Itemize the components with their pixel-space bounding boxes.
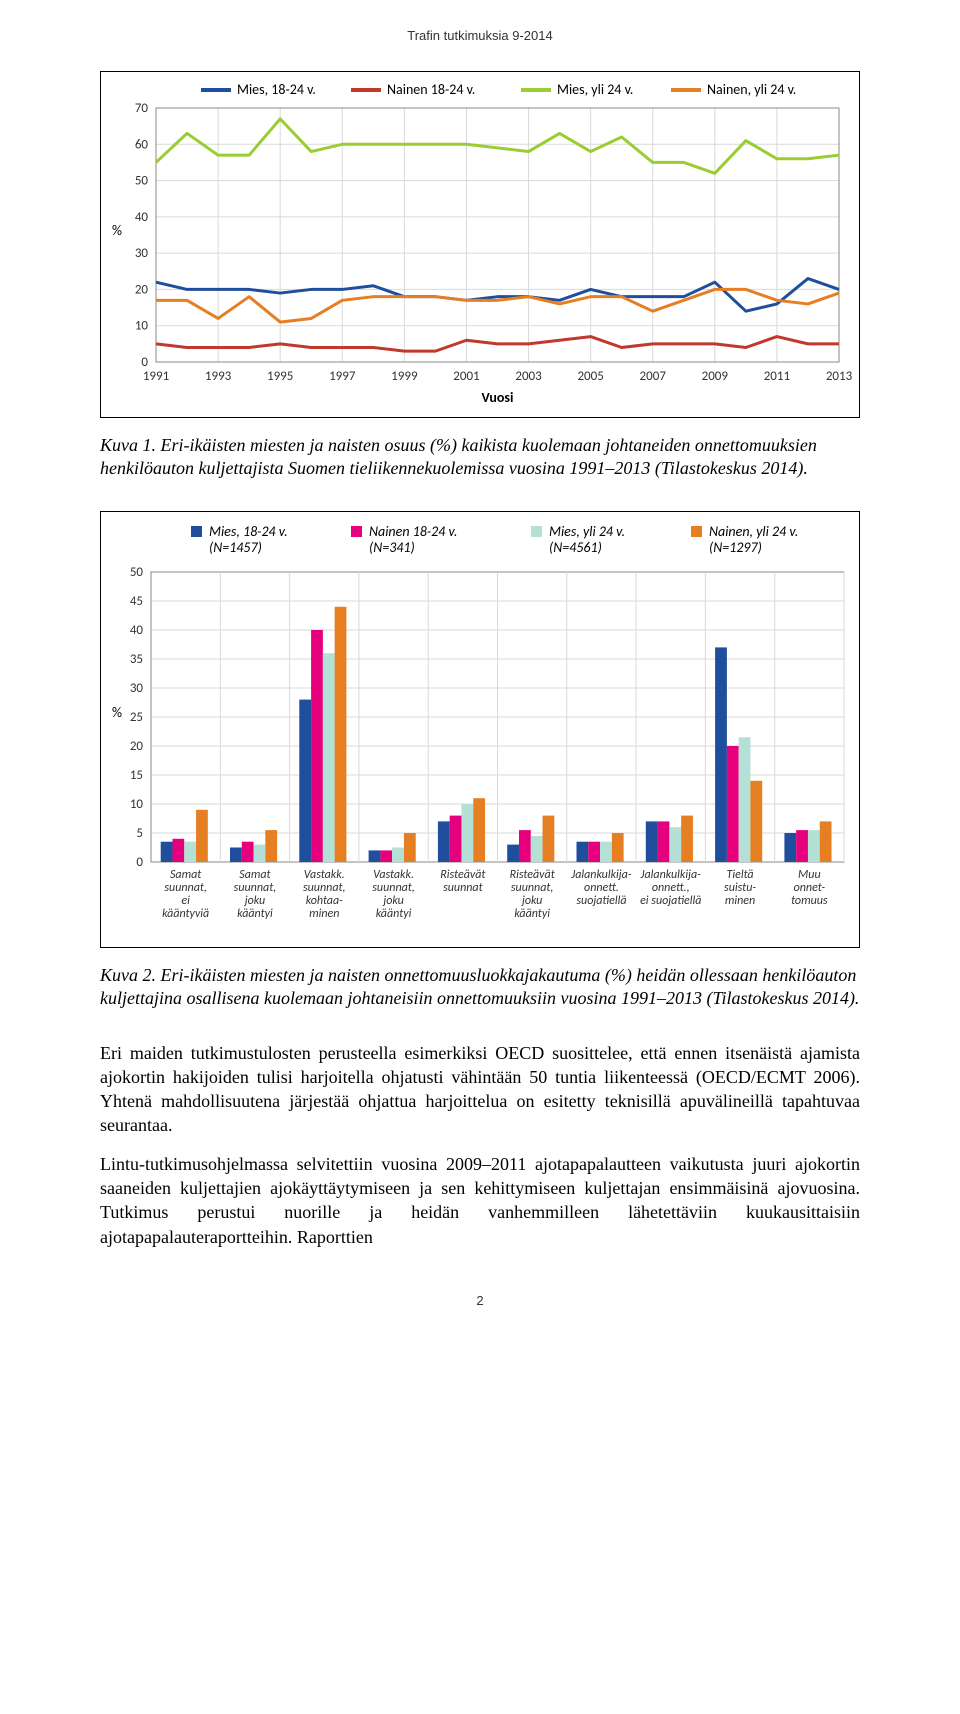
svg-text:Vastakk.: Vastakk.	[373, 868, 414, 882]
svg-text:Nainen 18-24 v.: Nainen 18-24 v.	[369, 523, 457, 540]
svg-text:%: %	[112, 222, 122, 239]
svg-text:0: 0	[136, 855, 143, 870]
svg-text:1995: 1995	[267, 369, 293, 384]
svg-text:Samat: Samat	[239, 868, 271, 882]
svg-text:20: 20	[135, 282, 149, 297]
svg-text:onnet-: onnet-	[794, 881, 826, 895]
svg-text:30: 30	[135, 246, 149, 261]
svg-text:(N=341): (N=341)	[369, 539, 415, 556]
svg-text:suistu-: suistu-	[724, 881, 756, 895]
svg-text:50: 50	[130, 565, 144, 580]
svg-text:10: 10	[135, 319, 149, 334]
svg-text:Nainen, yli 24 v.: Nainen, yli 24 v.	[707, 81, 796, 98]
svg-text:20: 20	[130, 739, 144, 754]
svg-text:Jalankulkija-: Jalankulkija-	[570, 868, 631, 882]
svg-text:ei suojatiellä: ei suojatiellä	[640, 894, 701, 908]
svg-text:joku: joku	[382, 894, 403, 908]
svg-text:onnett.,: onnett.,	[652, 881, 690, 895]
svg-text:minen: minen	[725, 894, 755, 908]
paragraph-1: Eri maiden tutkimustulosten perusteella …	[100, 1041, 860, 1138]
svg-text:Vastakk.: Vastakk.	[304, 868, 345, 882]
svg-text:50: 50	[135, 174, 149, 189]
svg-text:Risteävät: Risteävät	[510, 868, 556, 882]
svg-text:Jalankulkija-: Jalankulkija-	[640, 868, 701, 882]
svg-text:suunnat,: suunnat,	[303, 881, 346, 895]
svg-text:2005: 2005	[577, 369, 603, 384]
svg-text:10: 10	[130, 797, 144, 812]
svg-text:2011: 2011	[764, 369, 790, 384]
running-head: Trafin tutkimuksia 9-2014	[100, 28, 860, 43]
svg-text:Mies, yli 24 v.: Mies, yli 24 v.	[549, 523, 625, 540]
svg-text:suunnat,: suunnat,	[372, 881, 415, 895]
svg-text:2003: 2003	[515, 369, 542, 384]
figure-1-caption: Kuva 1. Eri-ikäisten miesten ja naisten …	[100, 434, 860, 481]
page-number: 2	[100, 1293, 860, 1308]
svg-text:suunnat,: suunnat,	[234, 881, 277, 895]
svg-text:suojatiellä: suojatiellä	[576, 894, 626, 908]
svg-text:70: 70	[135, 101, 149, 116]
svg-text:15: 15	[130, 768, 143, 783]
paragraph-2: Lintu-tutkimusohjelmassa selvitettiin vu…	[100, 1152, 860, 1249]
svg-text:(N=4561): (N=4561)	[549, 539, 602, 556]
svg-text:kääntyi: kääntyi	[514, 907, 550, 921]
svg-text:suunnat,: suunnat,	[164, 881, 207, 895]
svg-text:1997: 1997	[329, 369, 356, 384]
line-chart: 0 10 20 30 40 50 60 70 1991 1993 1995 1997 1999 2001 2…	[100, 71, 860, 418]
svg-text:Mies, 18-24 v.: Mies, 18-24 v.	[209, 523, 288, 540]
svg-text:Vuosi: Vuosi	[482, 389, 514, 406]
svg-text:0: 0	[141, 355, 148, 370]
svg-text:Mies, 18-24 v.: Mies, 18-24 v.	[237, 81, 316, 98]
svg-text:ei: ei	[181, 894, 190, 908]
svg-text:1991: 1991	[143, 369, 169, 384]
svg-text:(N=1297): (N=1297)	[709, 539, 762, 556]
svg-text:40: 40	[135, 210, 149, 225]
svg-text:kääntyviä: kääntyviä	[162, 907, 209, 921]
svg-text:Muu: Muu	[798, 868, 821, 882]
svg-text:Risteävät: Risteävät	[440, 868, 486, 882]
svg-text:Tieltä: Tieltä	[726, 868, 753, 882]
bar-chart: 05101520253035404550%Samatsuunnat,eikään…	[100, 511, 860, 948]
figure-2-caption: Kuva 2. Eri-ikäisten miesten ja naisten …	[100, 964, 860, 1011]
svg-text:40: 40	[130, 623, 144, 638]
svg-text:onnett.: onnett.	[584, 881, 619, 895]
svg-text:2001: 2001	[453, 369, 479, 384]
svg-text:joku: joku	[521, 894, 542, 908]
svg-text:joku: joku	[244, 894, 265, 908]
svg-text:kohtaa-: kohtaa-	[306, 894, 343, 908]
svg-text:Nainen, yli 24 v.: Nainen, yli 24 v.	[709, 523, 798, 540]
svg-text:2013: 2013	[826, 369, 853, 384]
svg-text:Samat: Samat	[170, 868, 202, 882]
svg-text:kääntyi: kääntyi	[237, 907, 273, 921]
svg-text:suunnat: suunnat	[443, 881, 484, 895]
svg-text:60: 60	[135, 137, 149, 152]
svg-text:30: 30	[130, 681, 144, 696]
svg-text:1999: 1999	[391, 369, 418, 384]
svg-text:1993: 1993	[205, 369, 232, 384]
svg-text:2007: 2007	[640, 369, 667, 384]
svg-text:minen: minen	[309, 907, 339, 921]
svg-text:5: 5	[136, 826, 143, 841]
svg-text:45: 45	[130, 594, 143, 609]
svg-text:%: %	[112, 704, 122, 721]
svg-text:Nainen 18-24 v.: Nainen 18-24 v.	[387, 81, 475, 98]
svg-text:kääntyi: kääntyi	[376, 907, 412, 921]
svg-text:suunnat,: suunnat,	[511, 881, 554, 895]
svg-text:25: 25	[130, 710, 143, 725]
svg-text:Mies, yli 24 v.: Mies, yli 24 v.	[557, 81, 633, 98]
svg-text:(N=1457): (N=1457)	[209, 539, 262, 556]
svg-text:2009: 2009	[702, 369, 729, 384]
svg-text:tomuus: tomuus	[791, 894, 828, 908]
svg-text:35: 35	[130, 652, 143, 667]
